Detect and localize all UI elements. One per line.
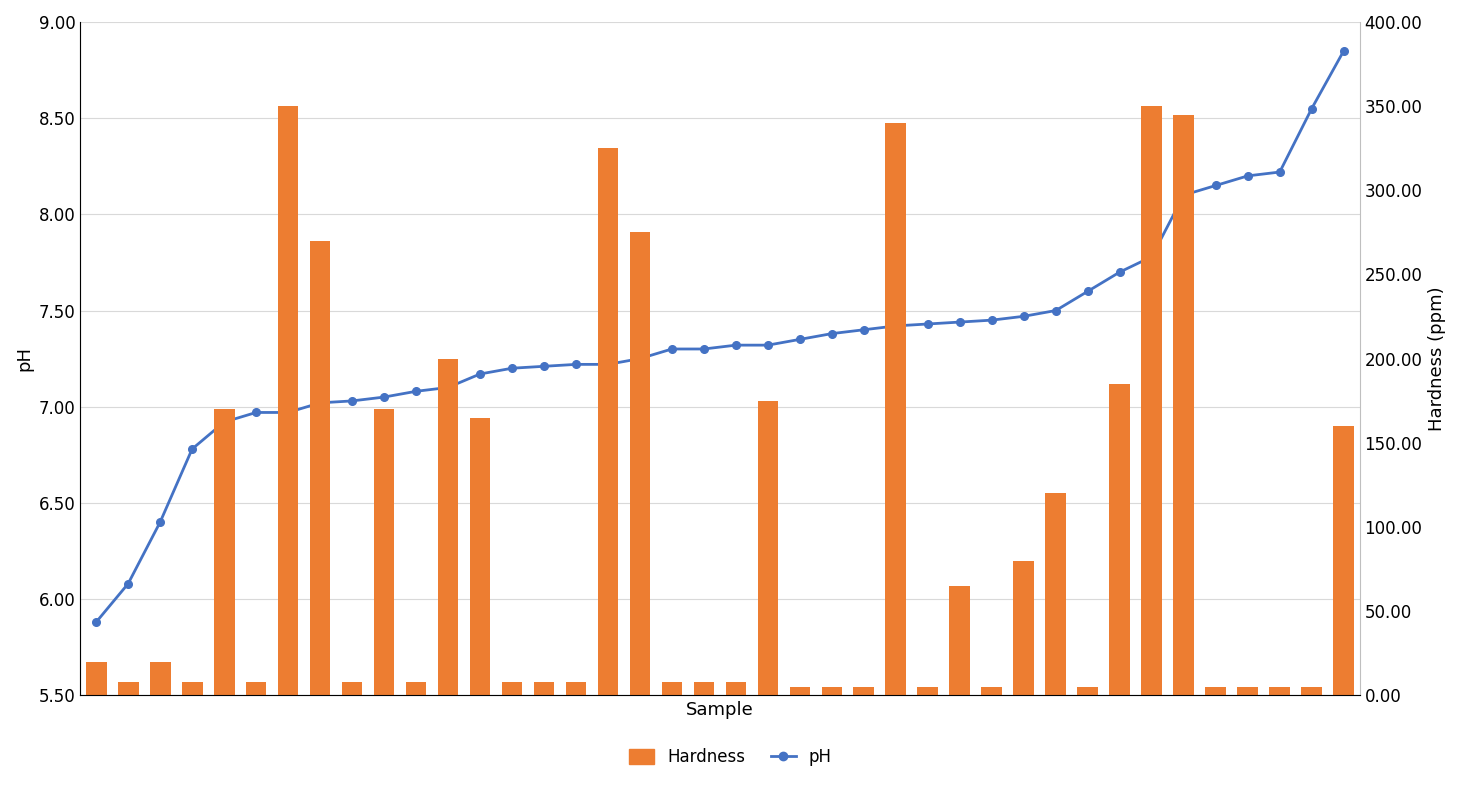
Bar	[662, 682, 682, 695]
Bar	[149, 661, 171, 695]
Bar	[565, 682, 586, 695]
Bar	[1205, 686, 1226, 695]
Bar	[694, 682, 714, 695]
Legend: Hardness, pH: Hardness, pH	[622, 742, 839, 772]
Bar	[245, 682, 266, 695]
Bar	[789, 686, 811, 695]
Bar	[885, 123, 906, 695]
Bar	[918, 686, 938, 695]
Bar	[469, 417, 491, 695]
Bar	[757, 401, 779, 695]
Bar	[342, 682, 362, 695]
Bar	[310, 241, 330, 695]
Bar	[501, 682, 523, 695]
Bar	[533, 682, 554, 695]
Y-axis label: pH: pH	[15, 346, 34, 371]
Bar	[118, 682, 139, 695]
Bar	[726, 682, 747, 695]
Bar	[1334, 426, 1354, 695]
Bar	[1046, 493, 1067, 695]
Bar	[1077, 686, 1099, 695]
Bar	[1270, 686, 1290, 695]
Bar	[598, 148, 618, 695]
Bar	[1109, 384, 1131, 695]
Bar	[406, 682, 427, 695]
Bar	[982, 686, 1002, 695]
Bar	[1141, 107, 1161, 695]
Bar	[950, 585, 970, 695]
Bar	[821, 686, 843, 695]
Bar	[1173, 114, 1194, 695]
Bar	[213, 409, 235, 695]
Bar	[853, 686, 874, 695]
Bar	[278, 107, 298, 695]
Bar	[1237, 686, 1258, 695]
Bar	[374, 409, 394, 695]
Bar	[438, 359, 459, 695]
Bar	[86, 661, 107, 695]
Bar	[1302, 686, 1322, 695]
Bar	[630, 233, 650, 695]
Bar	[181, 682, 203, 695]
Y-axis label: Hardness (ppm): Hardness (ppm)	[1427, 286, 1446, 431]
X-axis label: Sample: Sample	[687, 701, 754, 719]
Bar	[1014, 560, 1034, 695]
